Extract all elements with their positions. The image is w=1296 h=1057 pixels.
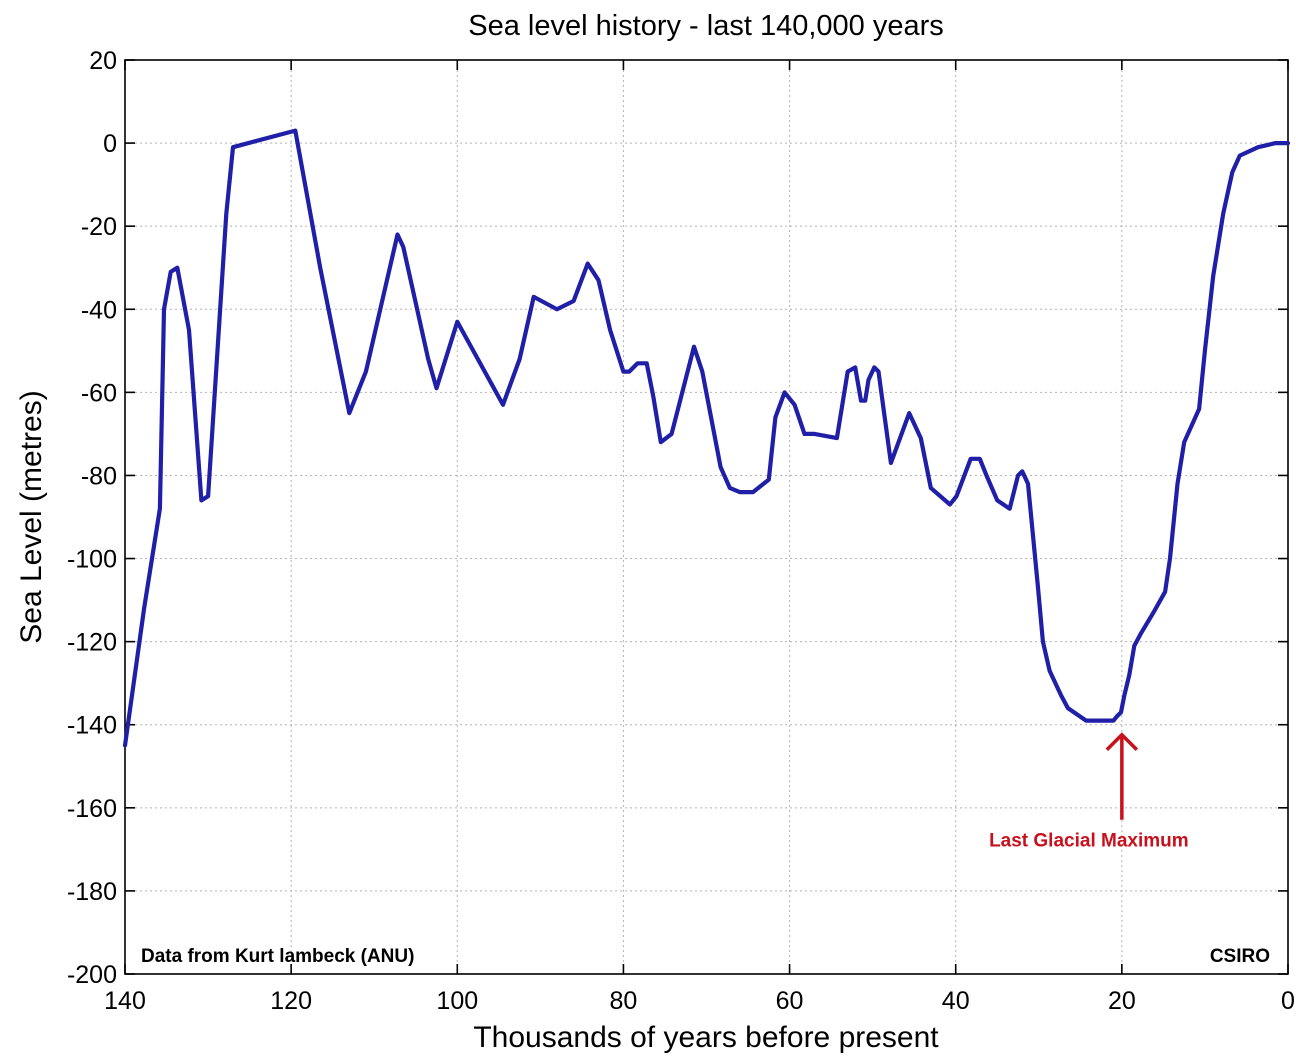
y-axis-label: Sea Level (metres) [15, 390, 48, 643]
y-tick-label: -100 [67, 546, 117, 574]
x-tick-label: 0 [1281, 987, 1295, 1015]
y-tick-label: 20 [89, 47, 117, 75]
sea-level-series-line [122, 128, 1291, 748]
y-tick-label: 0 [103, 130, 117, 158]
x-tick-label: 120 [270, 987, 312, 1015]
y-tick-label: -20 [81, 213, 117, 241]
chart-title: Sea level history - last 140,000 years [468, 10, 944, 42]
annotation-label: Last Glacial Maximum [989, 831, 1189, 852]
annotation: Last Glacial Maximum [989, 732, 1189, 852]
y-tick-label: -60 [81, 379, 117, 407]
x-tick-label: 140 [104, 987, 146, 1015]
credit-note: CSIRO [1210, 946, 1270, 967]
source-note: Data from Kurt lambeck (ANU) [141, 946, 414, 967]
y-tick-label: -40 [81, 296, 117, 324]
y-tick-label: -180 [67, 878, 117, 906]
annotation-arrow-head [1105, 732, 1139, 751]
x-tick-labels: 140 120 100 80 60 40 20 0 [104, 987, 1295, 1015]
plot-frame [124, 59, 1289, 975]
x-tick-label: 60 [776, 987, 804, 1015]
x-tick-label: 20 [1108, 987, 1136, 1015]
y-tick-labels: 20 0 -20 -40 -60 -80 -100 -120 -140 -160 -180 -200 [67, 47, 117, 989]
y-tick-label: -80 [81, 462, 117, 490]
x-tick-label: 100 [436, 987, 478, 1015]
y-tick-label: -120 [67, 629, 117, 657]
y-tick-label: -140 [67, 712, 117, 740]
x-tick-label: 80 [610, 987, 638, 1015]
y-tick-label: -160 [67, 795, 117, 823]
x-axis-label: Thousands of years before present [473, 1021, 939, 1054]
y-tick-label: -200 [67, 961, 117, 989]
x-tick-label: 40 [942, 987, 970, 1015]
axis-ticks [124, 59, 1289, 975]
